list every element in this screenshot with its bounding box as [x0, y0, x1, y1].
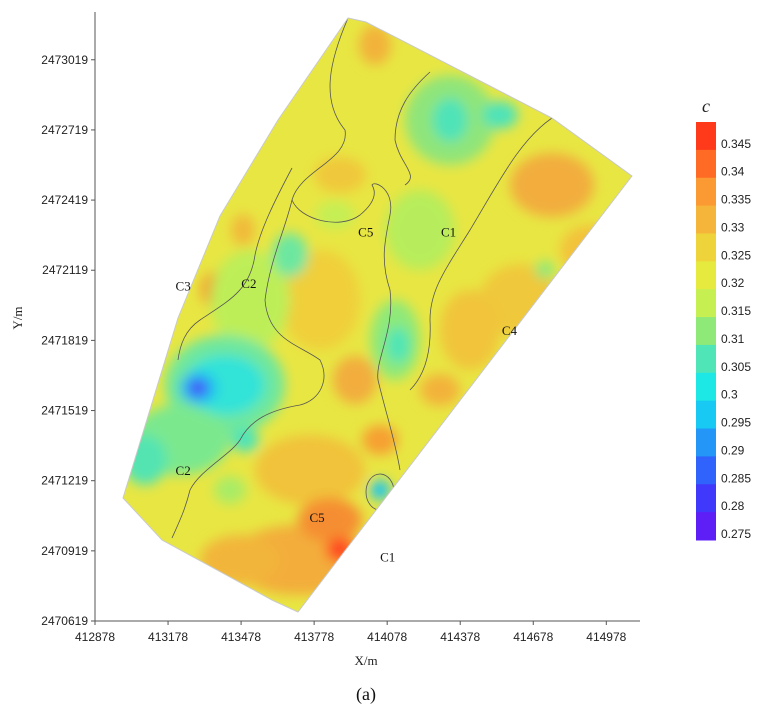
colorbar-swatch [696, 261, 716, 290]
zone-label: C1 [380, 550, 395, 565]
x-tick-label: 412878 [75, 630, 115, 644]
colorbar-swatch [696, 372, 716, 402]
colorbar-swatch [696, 344, 716, 374]
zone-label: C2 [241, 276, 256, 291]
y-tick-label: 2472719 [41, 123, 88, 137]
colorbar-label: 0.275 [721, 527, 751, 541]
y-axis-ticks: 2470619 2470919 2471219 2471519 2471819 24721… [41, 53, 95, 628]
y-tick-label: 2472119 [42, 263, 88, 277]
colorbar-label: 0.345 [721, 137, 751, 151]
x-axis-title: X/m [354, 653, 377, 668]
colorbar-swatch [696, 122, 716, 151]
colorbar-label: 0.31 [721, 332, 745, 346]
colorbar-swatch [696, 400, 716, 430]
colorbar-swatch [696, 205, 716, 234]
colorbar-label: 0.29 [721, 443, 745, 457]
colorbar-label: 0.32 [721, 276, 745, 290]
colorbar-swatch [696, 512, 716, 541]
colorbar-swatch [696, 456, 716, 485]
x-tick-label: 414678 [513, 630, 553, 644]
y-tick-label: 2471519 [41, 404, 88, 418]
zone-label: C2 [176, 463, 191, 478]
colorbar-label: 0.305 [721, 360, 751, 374]
colorbar-swatch [696, 177, 716, 207]
colorbar-swatch [696, 317, 716, 346]
colorbar-swatch [696, 289, 716, 318]
colorbar-label: 0.295 [721, 416, 751, 430]
colorbar-label: 0.315 [721, 304, 751, 318]
colorbar-swatch [696, 149, 716, 179]
survey-area-outline [122, 17, 633, 613]
x-tick-label: 414378 [440, 630, 480, 644]
colorbar-label: 0.34 [721, 165, 745, 179]
x-tick-label: 413778 [294, 630, 334, 644]
colorbar-swatch [696, 484, 716, 513]
zone-label: C1 [441, 225, 456, 240]
y-tick-label: 2471819 [41, 333, 88, 347]
x-axis-ticks: 412878 413178 413478 413778 414078 414378 4146… [75, 621, 627, 644]
colorbar: 0.3450.340.3350.330.3250.320.3150.310.30… [696, 122, 751, 541]
zone-label: C5 [309, 510, 324, 525]
colorbar-swatch [696, 428, 716, 457]
zone-label: C5 [358, 225, 373, 240]
x-tick-label: 414978 [586, 630, 626, 644]
x-tick-label: 414078 [367, 630, 407, 644]
zone-label: C3 [176, 278, 191, 293]
zone-label: C4 [502, 323, 518, 338]
colorbar-label: 0.3 [721, 388, 738, 402]
y-axis-title: Y/m [10, 306, 25, 329]
colorbar-swatch [696, 233, 716, 262]
figure-caption: (a) [356, 684, 376, 705]
colorbar-label: 0.33 [721, 220, 745, 234]
colorbar-label: 0.335 [721, 193, 751, 207]
y-tick-label: 2470619 [41, 614, 88, 628]
colorbar-label: 0.285 [721, 471, 751, 485]
zone-labels: C5 C1 C3 C2 C4 C2 C5 C1 [176, 225, 518, 565]
colorbar-label: 0.28 [721, 499, 745, 513]
y-tick-label: 2471219 [41, 474, 88, 488]
colorbar-label: 0.325 [721, 248, 751, 262]
x-tick-label: 413178 [148, 630, 188, 644]
contour-field [123, 18, 632, 612]
y-tick-label: 2472419 [41, 193, 88, 207]
y-tick-label: 2470919 [41, 544, 88, 558]
x-tick-label: 413478 [221, 630, 261, 644]
colorbar-title: c [702, 96, 710, 116]
y-tick-label: 2473019 [41, 53, 88, 67]
